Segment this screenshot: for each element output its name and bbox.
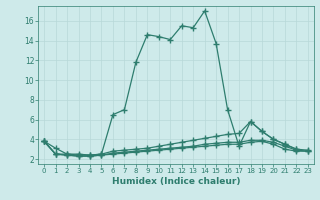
X-axis label: Humidex (Indice chaleur): Humidex (Indice chaleur) (112, 177, 240, 186)
